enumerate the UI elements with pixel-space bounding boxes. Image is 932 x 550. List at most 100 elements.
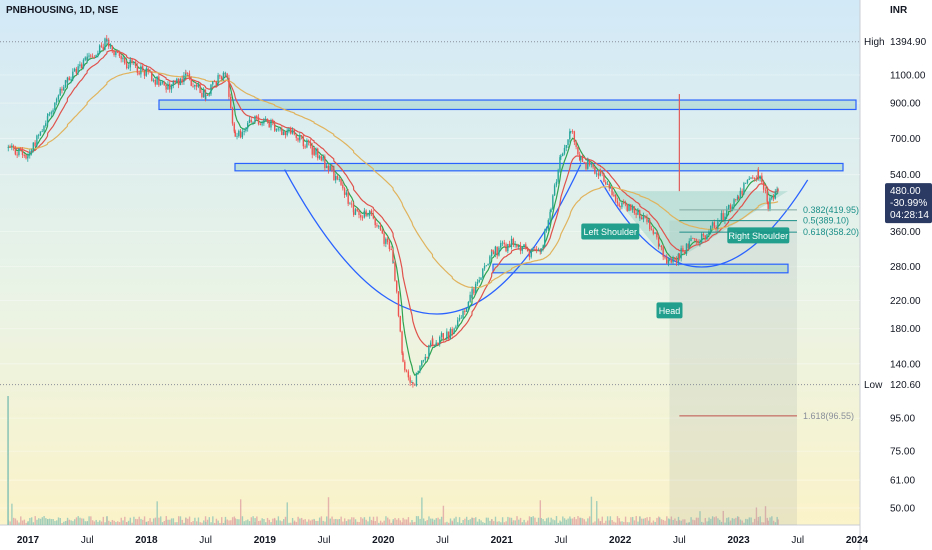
candle-body xyxy=(557,169,559,182)
candle-body xyxy=(335,176,337,181)
candle-body xyxy=(307,140,310,143)
candle-body xyxy=(496,246,498,256)
volume-bar xyxy=(776,516,778,525)
volume-bar xyxy=(387,517,389,525)
candle-body xyxy=(637,209,639,215)
candle-body xyxy=(199,84,201,93)
volume-bar xyxy=(639,516,641,525)
volume-bar xyxy=(648,520,650,525)
volume-bar xyxy=(550,517,552,525)
candle-body xyxy=(127,67,130,69)
candle-body xyxy=(390,249,392,251)
volume-bar xyxy=(222,522,225,525)
candle-body xyxy=(761,175,763,183)
volume-bar xyxy=(351,517,353,525)
candle-body xyxy=(245,128,247,131)
volume-bar xyxy=(766,517,768,525)
candle-body xyxy=(215,81,218,86)
volume-bar xyxy=(715,516,717,525)
volume-bar xyxy=(217,520,219,525)
volume-bar xyxy=(313,520,316,525)
x-tick-label: 2020 xyxy=(372,535,395,546)
x-tick-label: Jul xyxy=(318,535,331,546)
candle-body xyxy=(281,128,283,136)
volume-bar xyxy=(284,516,287,525)
candle-body xyxy=(622,202,625,204)
y-tick-label: 220.00 xyxy=(890,296,921,307)
volume-bar xyxy=(519,517,522,525)
candle-body xyxy=(206,94,209,96)
volume-bar xyxy=(505,521,507,525)
candle-body xyxy=(539,249,541,252)
volume-bar xyxy=(605,520,607,525)
volume-bar xyxy=(579,517,581,525)
candle-body xyxy=(411,382,413,383)
candle-body xyxy=(409,377,411,383)
y-tick-label: 50.00 xyxy=(890,504,915,515)
candle-body xyxy=(693,238,696,240)
volume-bar xyxy=(165,516,167,525)
volume-bar xyxy=(767,520,769,525)
candle-body xyxy=(594,167,596,174)
volume-bar xyxy=(81,518,83,525)
candle-body xyxy=(290,128,292,134)
candle-body xyxy=(11,145,13,148)
volume-bar xyxy=(711,516,714,525)
volume-bar xyxy=(304,519,306,525)
candle-body xyxy=(562,153,564,156)
candle-body xyxy=(109,45,112,47)
volume-bar xyxy=(111,519,114,525)
candle-body xyxy=(84,57,86,60)
volume-bar xyxy=(753,518,756,525)
candle-body xyxy=(363,210,366,218)
candle-body xyxy=(347,192,349,204)
candle-body xyxy=(695,238,698,241)
volume-bar xyxy=(741,520,743,525)
candle-body xyxy=(424,356,427,360)
volume-bar xyxy=(668,519,671,525)
candle-body xyxy=(624,203,627,205)
volume-bar xyxy=(722,510,724,525)
candle-body xyxy=(739,190,742,199)
fib-label: 1.618(96.55) xyxy=(803,411,854,421)
zone-rect xyxy=(234,162,844,172)
candle-body xyxy=(275,128,278,131)
volume-bar xyxy=(407,517,410,525)
candle-body xyxy=(374,218,376,226)
candle-body xyxy=(318,156,321,159)
volume-bar xyxy=(36,519,38,525)
volume-bar xyxy=(187,518,189,525)
candle-body xyxy=(7,146,9,148)
volume-bar xyxy=(597,518,600,525)
volume-bar xyxy=(539,500,542,525)
candle-body xyxy=(501,242,504,244)
candle-body xyxy=(547,220,549,230)
candle-body xyxy=(743,183,745,195)
candle-body xyxy=(540,248,542,252)
volume-bar xyxy=(277,516,280,525)
volume-bar xyxy=(54,520,56,525)
volume-bar xyxy=(650,522,653,525)
candle-body xyxy=(133,61,135,63)
volume-bar xyxy=(213,522,216,525)
candle-body xyxy=(59,88,61,96)
candle-body xyxy=(72,71,74,80)
volume-bar xyxy=(460,522,463,525)
candle-body xyxy=(352,212,355,215)
volume-bar xyxy=(18,522,20,525)
candle-body xyxy=(447,331,450,339)
volume-bar xyxy=(523,519,525,525)
volume-bars xyxy=(7,396,779,525)
volume-bar xyxy=(320,516,323,525)
volume-bar xyxy=(435,518,437,525)
candle-body xyxy=(122,57,124,60)
candle-body xyxy=(635,213,637,215)
volume-bar xyxy=(649,516,651,525)
volume-bar xyxy=(170,518,173,525)
x-tick-label: 2021 xyxy=(491,535,514,546)
volume-bar xyxy=(309,520,312,525)
candle-body xyxy=(757,169,760,180)
volume-bar xyxy=(500,522,502,525)
volume-bar xyxy=(489,520,491,525)
candle-body xyxy=(106,39,108,42)
